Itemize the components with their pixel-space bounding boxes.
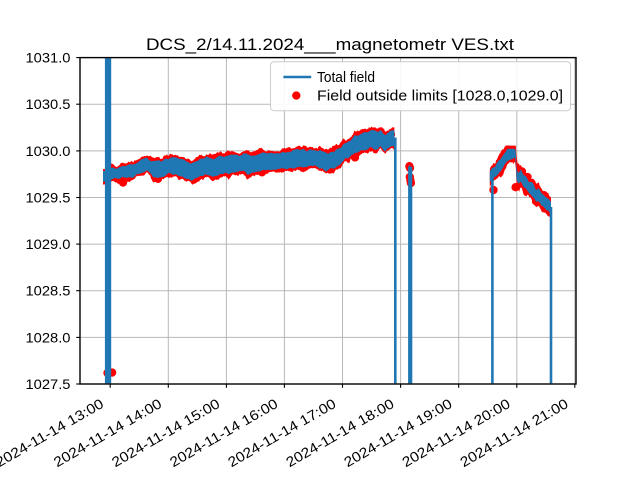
svg-text:1028.5: 1028.5 (26, 283, 71, 299)
svg-text:1030.5: 1030.5 (26, 96, 71, 112)
svg-text:1028.0: 1028.0 (26, 329, 71, 345)
svg-text:Total field: Total field (317, 70, 375, 86)
svg-text:DCS_2/14.11.2024___magnetometr: DCS_2/14.11.2024___magnetometr VES.txt (146, 35, 514, 54)
svg-text:1029.5: 1029.5 (26, 189, 71, 205)
svg-text:1027.5: 1027.5 (26, 376, 71, 392)
svg-text:1029.0: 1029.0 (26, 236, 71, 252)
svg-text:Field outside limits [1028.0,1: Field outside limits [1028.0,1029.0] (317, 89, 563, 105)
svg-text:1030.0: 1030.0 (26, 143, 71, 159)
svg-text:1031.0: 1031.0 (26, 50, 71, 66)
